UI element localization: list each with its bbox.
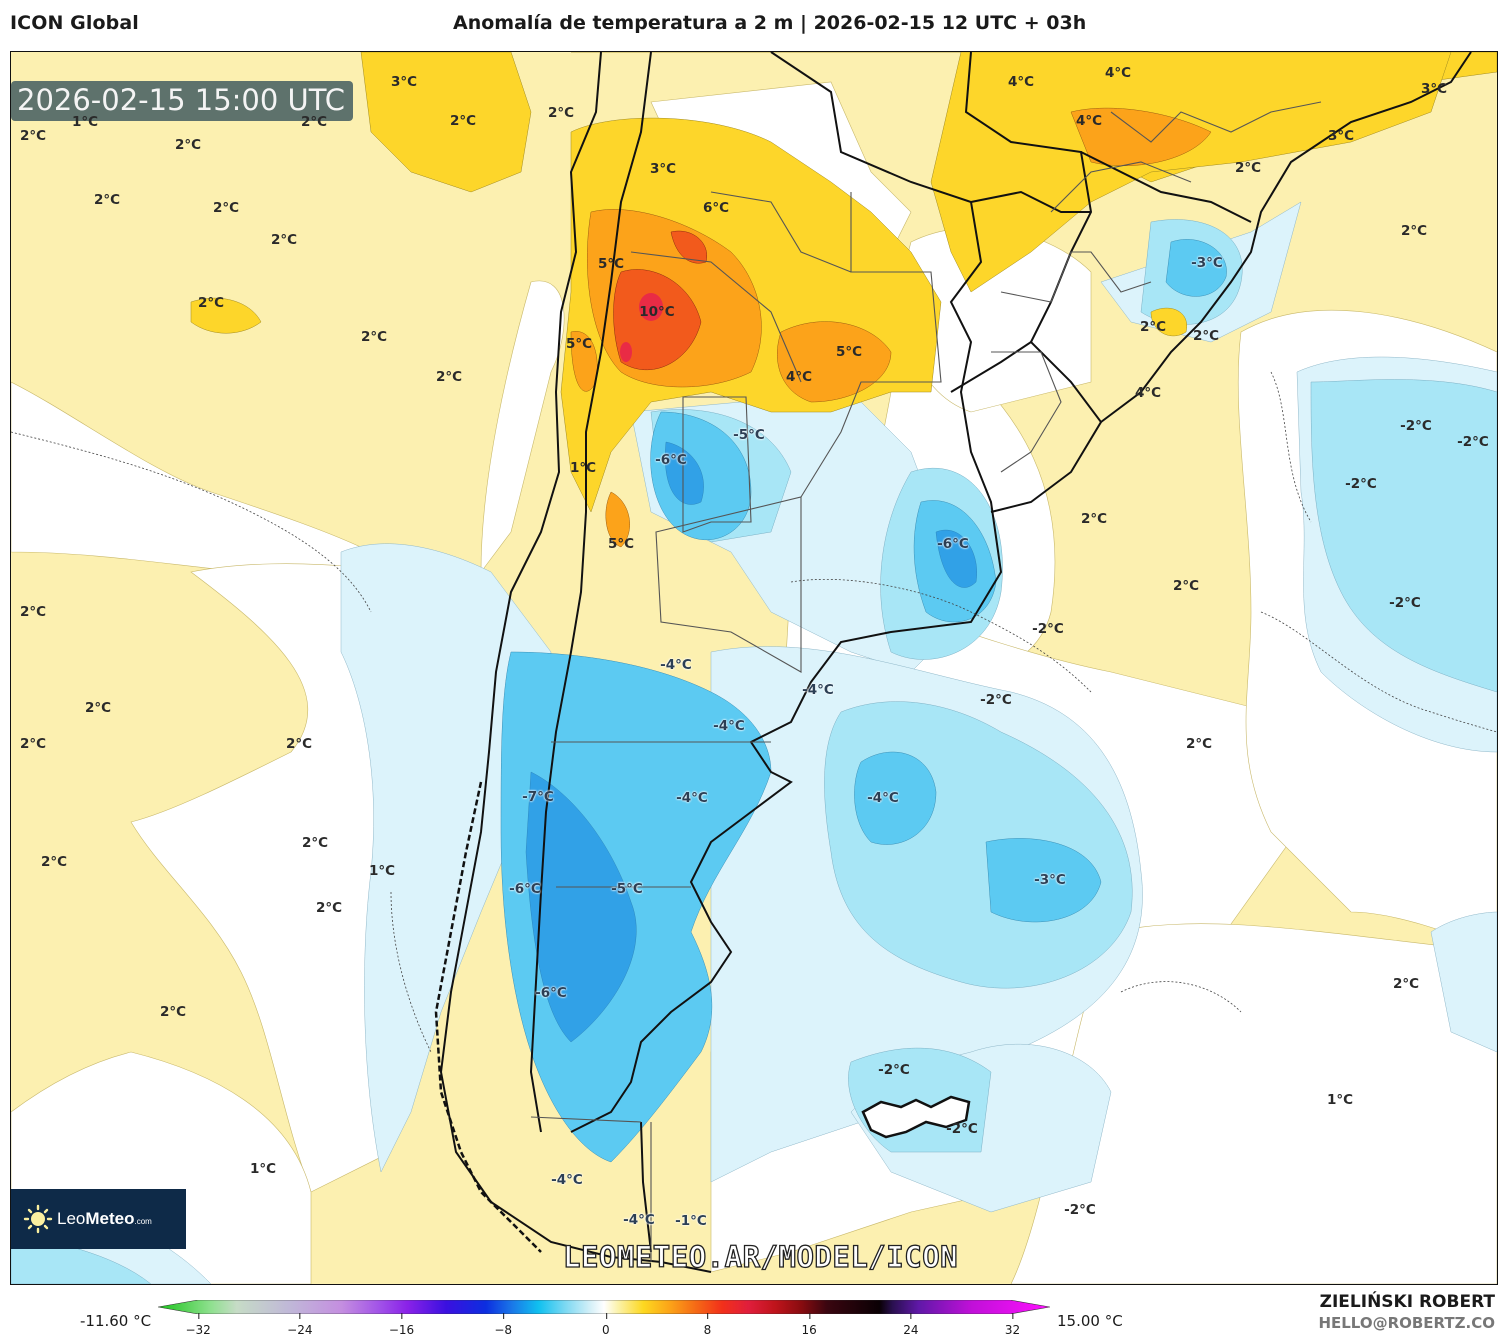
contour-label: 2°C bbox=[547, 105, 575, 121]
contour-label: 2°C bbox=[1185, 736, 1213, 752]
contour-label: 2°C bbox=[197, 295, 225, 311]
contour-label: 2°C bbox=[84, 700, 112, 716]
chart-title: Anomalía de temperatura a 2 m | 2026-02-… bbox=[453, 12, 1087, 34]
colorbar-max-label: 15.00 °C bbox=[1057, 1312, 1123, 1330]
contour-label: 2°C bbox=[93, 192, 121, 208]
contour-label: 2°C bbox=[40, 854, 68, 870]
contour-label: 2°C bbox=[1234, 160, 1262, 176]
contour-label: -1°C bbox=[675, 1213, 707, 1229]
contour-label: 4°C bbox=[1104, 65, 1132, 81]
contour-label: 1°C bbox=[1326, 1092, 1354, 1108]
contour-label: -2°C bbox=[1457, 434, 1489, 450]
colorbar-tick: −32 bbox=[185, 1313, 211, 1337]
model-name: ICON Global bbox=[10, 12, 139, 34]
anomaly-map: 2026-02-15 15:00 UTC 3°C 1°C 2°C 2°C 2°C 2°C 2… bbox=[10, 51, 1498, 1285]
contour-label: -2°C bbox=[980, 692, 1012, 708]
colorbar bbox=[158, 1300, 1050, 1314]
contour-label: 2°C bbox=[19, 128, 47, 144]
contour-label: 4°C bbox=[1075, 113, 1103, 129]
contour-label: 5°C bbox=[565, 336, 593, 352]
contour-label: 2°C bbox=[435, 369, 463, 385]
contour-label: 2°C bbox=[1172, 578, 1200, 594]
colorbar-ticks: −32 −24 −16 −8 0 8 16 24 32 bbox=[0, 1313, 1505, 1339]
contour-label: 4°C bbox=[1007, 74, 1035, 90]
contour-label: 10°C bbox=[639, 304, 675, 320]
contour-label: 2°C bbox=[315, 900, 343, 916]
contour-label: -2°C bbox=[1064, 1202, 1096, 1218]
author-name: ZIELIŃSKI ROBERT bbox=[1319, 1292, 1495, 1312]
contour-label: -5°C bbox=[611, 881, 643, 897]
contour-label: 3°C bbox=[390, 74, 418, 90]
contour-label: 2°C bbox=[360, 329, 388, 345]
source-watermark: LEOMETEO.AR/MODEL/ICON bbox=[562, 1239, 959, 1274]
contour-label: 6°C bbox=[702, 200, 730, 216]
contour-label: 2°C bbox=[449, 113, 477, 129]
contour-label: -4°C bbox=[551, 1172, 583, 1188]
contour-label: 4°C bbox=[1134, 385, 1162, 401]
contour-label: 2°C bbox=[1080, 511, 1108, 527]
contour-label: -6°C bbox=[937, 536, 969, 552]
contour-label: 2°C bbox=[300, 114, 328, 130]
contour-label: -2°C bbox=[1345, 476, 1377, 492]
colorbar-tick: −8 bbox=[494, 1313, 513, 1337]
contour-label: -6°C bbox=[509, 881, 541, 897]
map-layer bbox=[11, 52, 1497, 1284]
contour-label: -6°C bbox=[655, 452, 687, 468]
contour-label: 5°C bbox=[597, 256, 625, 272]
contour-label: 5°C bbox=[607, 536, 635, 552]
contour-label: -4°C bbox=[713, 718, 745, 734]
contour-label: -4°C bbox=[802, 682, 834, 698]
contour-label: 3°C bbox=[649, 161, 677, 177]
contour-label: -2°C bbox=[878, 1062, 910, 1078]
sun-icon bbox=[23, 1204, 53, 1234]
contour-label: 1°C bbox=[368, 863, 396, 879]
contour-label: -3°C bbox=[1191, 255, 1223, 271]
contour-label: 2°C bbox=[1400, 223, 1428, 239]
contour-label: -2°C bbox=[1032, 621, 1064, 637]
colorbar-tick: 32 bbox=[1004, 1313, 1021, 1337]
contour-label: -2°C bbox=[1400, 418, 1432, 434]
author-email[interactable]: HELLO@ROBERTZ.CO bbox=[1318, 1314, 1495, 1332]
contour-label: 4°C bbox=[785, 369, 813, 385]
contour-label: -7°C bbox=[522, 789, 554, 805]
contour-label: 3°C bbox=[1327, 128, 1355, 144]
contour-label: 2°C bbox=[1139, 319, 1167, 335]
contour-label: 2°C bbox=[212, 200, 240, 216]
contour-label: -2°C bbox=[946, 1121, 978, 1137]
colorbar-min-label: -11.60 °C bbox=[80, 1312, 152, 1330]
contour-label: 3°C bbox=[1420, 81, 1448, 97]
contour-label: -4°C bbox=[623, 1212, 655, 1228]
contour-label: 2°C bbox=[174, 137, 202, 153]
contour-label: 2°C bbox=[19, 604, 47, 620]
contour-label: 2°C bbox=[1192, 328, 1220, 344]
contour-label: -4°C bbox=[676, 790, 708, 806]
contour-label: 2°C bbox=[1392, 976, 1420, 992]
logo-text: LeoMeteo.com bbox=[57, 1209, 152, 1228]
leometeo-logo[interactable]: LeoMeteo.com bbox=[11, 1189, 186, 1249]
contour-label: 1°C bbox=[71, 114, 99, 130]
contour-label: 1°C bbox=[249, 1161, 277, 1177]
contour-label: -5°C bbox=[733, 427, 765, 443]
colorbar-tick: −16 bbox=[388, 1313, 415, 1337]
colorbar-tick: 16 bbox=[801, 1313, 817, 1337]
contour-label: 2°C bbox=[19, 736, 47, 752]
colorbar-tick: 0 bbox=[601, 1313, 610, 1337]
colorbar-tick: 24 bbox=[903, 1313, 919, 1337]
contour-label: 1°C bbox=[569, 460, 597, 476]
contour-label: 2°C bbox=[301, 835, 329, 851]
contour-label: 2°C bbox=[285, 736, 313, 752]
contour-label: -4°C bbox=[660, 657, 692, 673]
colorbar-tick: −24 bbox=[287, 1313, 313, 1337]
contour-label: -2°C bbox=[1389, 595, 1421, 611]
contour-label: -3°C bbox=[1034, 872, 1066, 888]
contour-label: 2°C bbox=[159, 1004, 187, 1020]
contour-label: 5°C bbox=[835, 344, 863, 360]
contour-label: -6°C bbox=[535, 985, 567, 1001]
contour-label: -4°C bbox=[867, 790, 899, 806]
colorbar-tick: 8 bbox=[703, 1313, 712, 1337]
valid-time-badge: 2026-02-15 15:00 UTC bbox=[11, 81, 354, 121]
contour-label: 2°C bbox=[270, 232, 298, 248]
